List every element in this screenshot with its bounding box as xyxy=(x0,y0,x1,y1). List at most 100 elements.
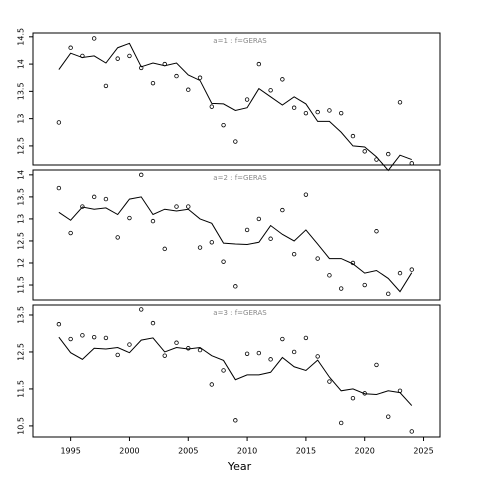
fit-line xyxy=(58,336,413,406)
y-tick-label: 13.5 xyxy=(17,82,26,100)
observed-point xyxy=(280,77,285,82)
observed-point xyxy=(280,336,285,342)
x-tick-label: 1995 xyxy=(60,447,80,456)
observed-point xyxy=(186,204,191,209)
observed-point xyxy=(350,133,356,139)
observed-point xyxy=(327,379,332,384)
observed-point xyxy=(409,161,414,166)
observed-point xyxy=(268,357,273,362)
observed-point xyxy=(409,429,414,434)
observed-point xyxy=(150,80,156,86)
observed-point xyxy=(315,109,320,115)
observed-point xyxy=(280,207,285,213)
observed-point xyxy=(197,75,203,80)
observed-point xyxy=(397,270,403,276)
observed-point xyxy=(91,36,97,41)
observed-point xyxy=(338,286,344,291)
observed-point xyxy=(221,122,226,128)
observed-point xyxy=(244,97,250,102)
fit-line xyxy=(58,42,412,172)
observed-point xyxy=(186,87,191,92)
observed-point xyxy=(374,229,379,234)
panel-frame xyxy=(32,304,441,438)
observed-point xyxy=(397,100,403,105)
y-tick-label: 14 xyxy=(17,170,26,180)
observed-point xyxy=(56,322,62,327)
observed-point xyxy=(91,194,97,200)
y-tick-label: 12 xyxy=(17,258,26,268)
observed-point xyxy=(103,83,109,89)
x-tick-label: 2020 xyxy=(355,447,375,456)
y-tick-label: 14.5 xyxy=(17,28,26,46)
observed-point xyxy=(150,218,156,224)
observed-point xyxy=(291,251,297,257)
observed-point xyxy=(256,61,262,67)
observed-point xyxy=(139,172,144,178)
observed-point xyxy=(186,346,191,351)
observed-point xyxy=(56,185,62,191)
observed-point xyxy=(127,53,132,59)
y-tick-label: 13.5 xyxy=(17,188,26,206)
observed-point xyxy=(386,151,391,157)
observed-point xyxy=(233,284,238,289)
y-tick-label: 13 xyxy=(17,114,26,124)
observed-point xyxy=(139,307,144,312)
observed-point xyxy=(115,56,120,61)
observed-point xyxy=(221,368,226,373)
observed-point xyxy=(338,110,344,116)
x-tick-label: 2000 xyxy=(119,447,139,456)
observed-point xyxy=(409,267,414,272)
observed-point xyxy=(303,110,309,116)
observed-point xyxy=(115,352,120,358)
observed-point xyxy=(174,73,179,79)
observed-point xyxy=(315,256,320,261)
observed-point xyxy=(103,335,109,341)
observed-point xyxy=(174,340,179,345)
observed-point xyxy=(68,45,73,50)
observed-point xyxy=(268,236,273,241)
observed-point xyxy=(291,349,297,355)
observed-point xyxy=(244,351,250,357)
observed-point xyxy=(209,104,214,109)
observed-point xyxy=(233,139,238,144)
observed-point xyxy=(80,204,85,209)
observed-point xyxy=(91,334,97,340)
observed-point xyxy=(362,282,367,288)
observed-point xyxy=(80,333,85,338)
observed-point xyxy=(327,273,332,278)
observed-point xyxy=(162,246,167,252)
observed-point xyxy=(197,347,203,353)
observed-point xyxy=(209,382,214,387)
observed-point xyxy=(374,362,379,368)
y-tick-label: 12.5 xyxy=(17,343,26,361)
x-axis-label: Year xyxy=(227,460,252,473)
observed-point xyxy=(327,108,332,113)
observed-point xyxy=(209,240,214,245)
observed-point xyxy=(338,420,344,426)
observed-point xyxy=(233,418,238,423)
x-tick-label: 2015 xyxy=(296,447,316,456)
y-tick-label: 11.5 xyxy=(17,276,26,294)
x-tick-label: 2010 xyxy=(237,447,257,456)
y-tick-label: 14 xyxy=(17,59,26,69)
observed-point xyxy=(256,350,262,356)
observed-point xyxy=(56,120,62,125)
observed-point xyxy=(221,259,226,264)
observed-point xyxy=(103,196,109,202)
y-tick-label: 12.5 xyxy=(17,137,26,155)
observed-point xyxy=(162,353,167,358)
panel-frame xyxy=(32,169,441,301)
observed-point xyxy=(127,215,132,221)
observed-point xyxy=(115,235,120,240)
y-tick-label: 11.5 xyxy=(17,380,26,398)
observed-point xyxy=(386,414,391,419)
observed-point xyxy=(174,204,179,209)
observed-point xyxy=(303,192,309,197)
observed-point xyxy=(362,149,367,154)
y-tick-label: 13 xyxy=(17,214,26,224)
observed-point xyxy=(350,395,356,401)
y-tick-label: 10.5 xyxy=(17,417,26,435)
observed-point xyxy=(68,230,73,236)
x-tick-label: 2005 xyxy=(178,447,198,456)
